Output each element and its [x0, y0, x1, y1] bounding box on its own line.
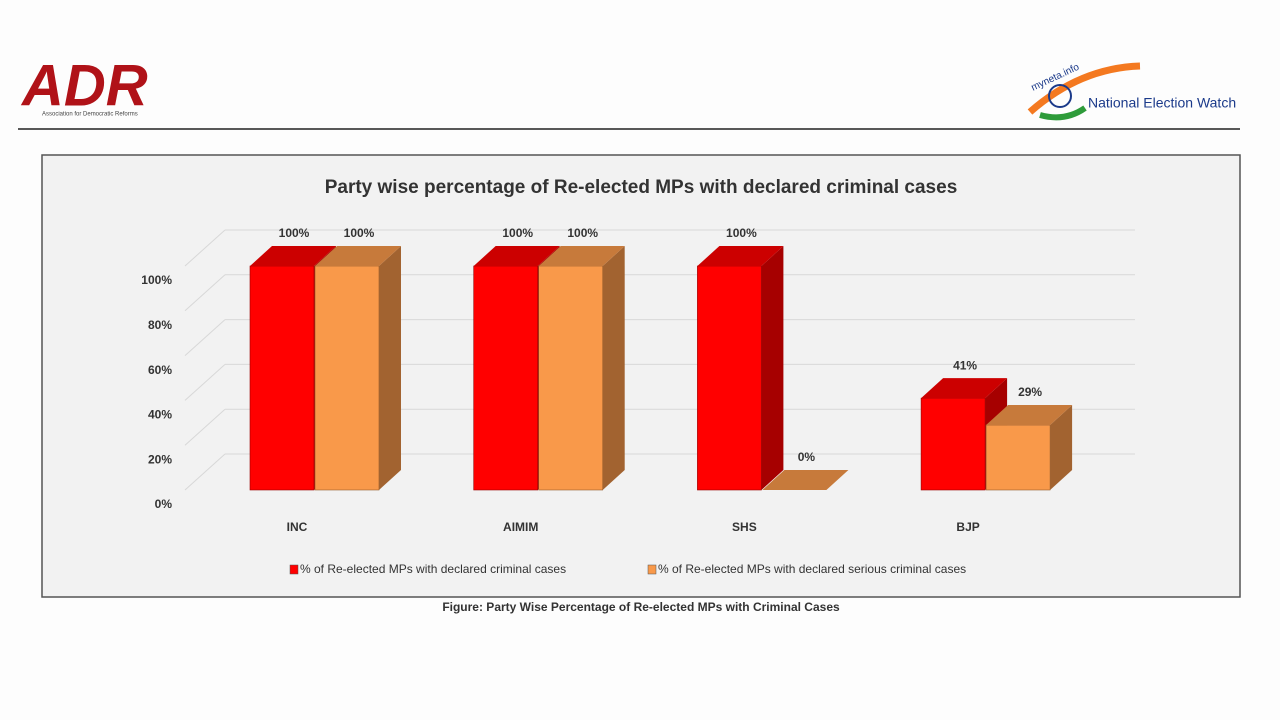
new-text: National Election Watch: [1088, 95, 1236, 111]
bar: [314, 265, 380, 491]
bar-top: [697, 246, 784, 266]
adr-subtitle: Association for Democratic Reforms: [42, 112, 138, 118]
bar-top: [921, 378, 1008, 399]
bar-side: [602, 246, 625, 490]
bar: [697, 265, 762, 491]
value-label: 29%: [1018, 385, 1042, 399]
x-tick-label: SHS: [732, 520, 757, 534]
chakra: [1048, 84, 1072, 108]
caption: Figure: Party Wise Percentage of Re-elec…: [442, 600, 840, 614]
legend-label: % of Re-elected MPs with declared crimin…: [300, 562, 566, 576]
bar: [249, 265, 315, 491]
grid-line-side: [184, 408, 226, 446]
bar: [920, 397, 986, 491]
value-label: 100%: [502, 226, 533, 240]
bar-top: [315, 246, 401, 266]
bar: [473, 265, 539, 491]
bar-top: [538, 246, 625, 266]
y-tick-label: 100%: [141, 273, 172, 287]
value-label: 41%: [953, 358, 977, 372]
grid-line-side: [184, 319, 226, 356]
legend-label: % of Re-elected MPs with declared seriou…: [658, 562, 966, 576]
x-tick-label: INC: [287, 520, 308, 534]
value-label: 100%: [344, 226, 375, 240]
x-tick-label: AIMIM: [503, 520, 538, 534]
bar: [538, 265, 604, 491]
x-tick-label: BJP: [956, 520, 979, 534]
legend-swatch: [647, 564, 657, 575]
value-label: 0%: [798, 450, 816, 464]
bar: [985, 424, 1051, 491]
legend-swatch: [289, 564, 299, 575]
y-tick-label: 60%: [148, 363, 172, 377]
bar-top: [473, 246, 560, 266]
value-label: 100%: [567, 226, 598, 240]
grid-line-side: [184, 453, 226, 491]
y-tick-label: 80%: [148, 318, 172, 332]
y-tick-label: 0%: [155, 497, 173, 511]
value-label: 100%: [279, 226, 310, 240]
adr-logo: ADR: [20, 53, 148, 118]
bar-top: [986, 405, 1073, 426]
bar-side: [379, 246, 401, 490]
chart-frame: [41, 154, 1241, 598]
grid-line-side: [184, 364, 226, 401]
y-tick-label: 20%: [148, 452, 172, 466]
plot: 0% 20% 40% 60% 80% 100% INC 100% 100% AIMIM 100% 10…: [141, 226, 1135, 576]
y-tick-label: 40%: [148, 408, 172, 422]
new-swoosh-green: [1039, 105, 1087, 121]
grid-line-side: [184, 229, 226, 267]
chart-title: Party wise percentage of Re-elected MPs …: [325, 177, 958, 198]
bar-side: [761, 246, 784, 490]
bar-top: [762, 470, 849, 490]
grid-line-side: [184, 274, 226, 312]
bar-top: [250, 246, 336, 266]
new-swoosh-orange: [1027, 62, 1141, 115]
bar-side: [1050, 405, 1073, 490]
value-label: 100%: [726, 226, 757, 240]
